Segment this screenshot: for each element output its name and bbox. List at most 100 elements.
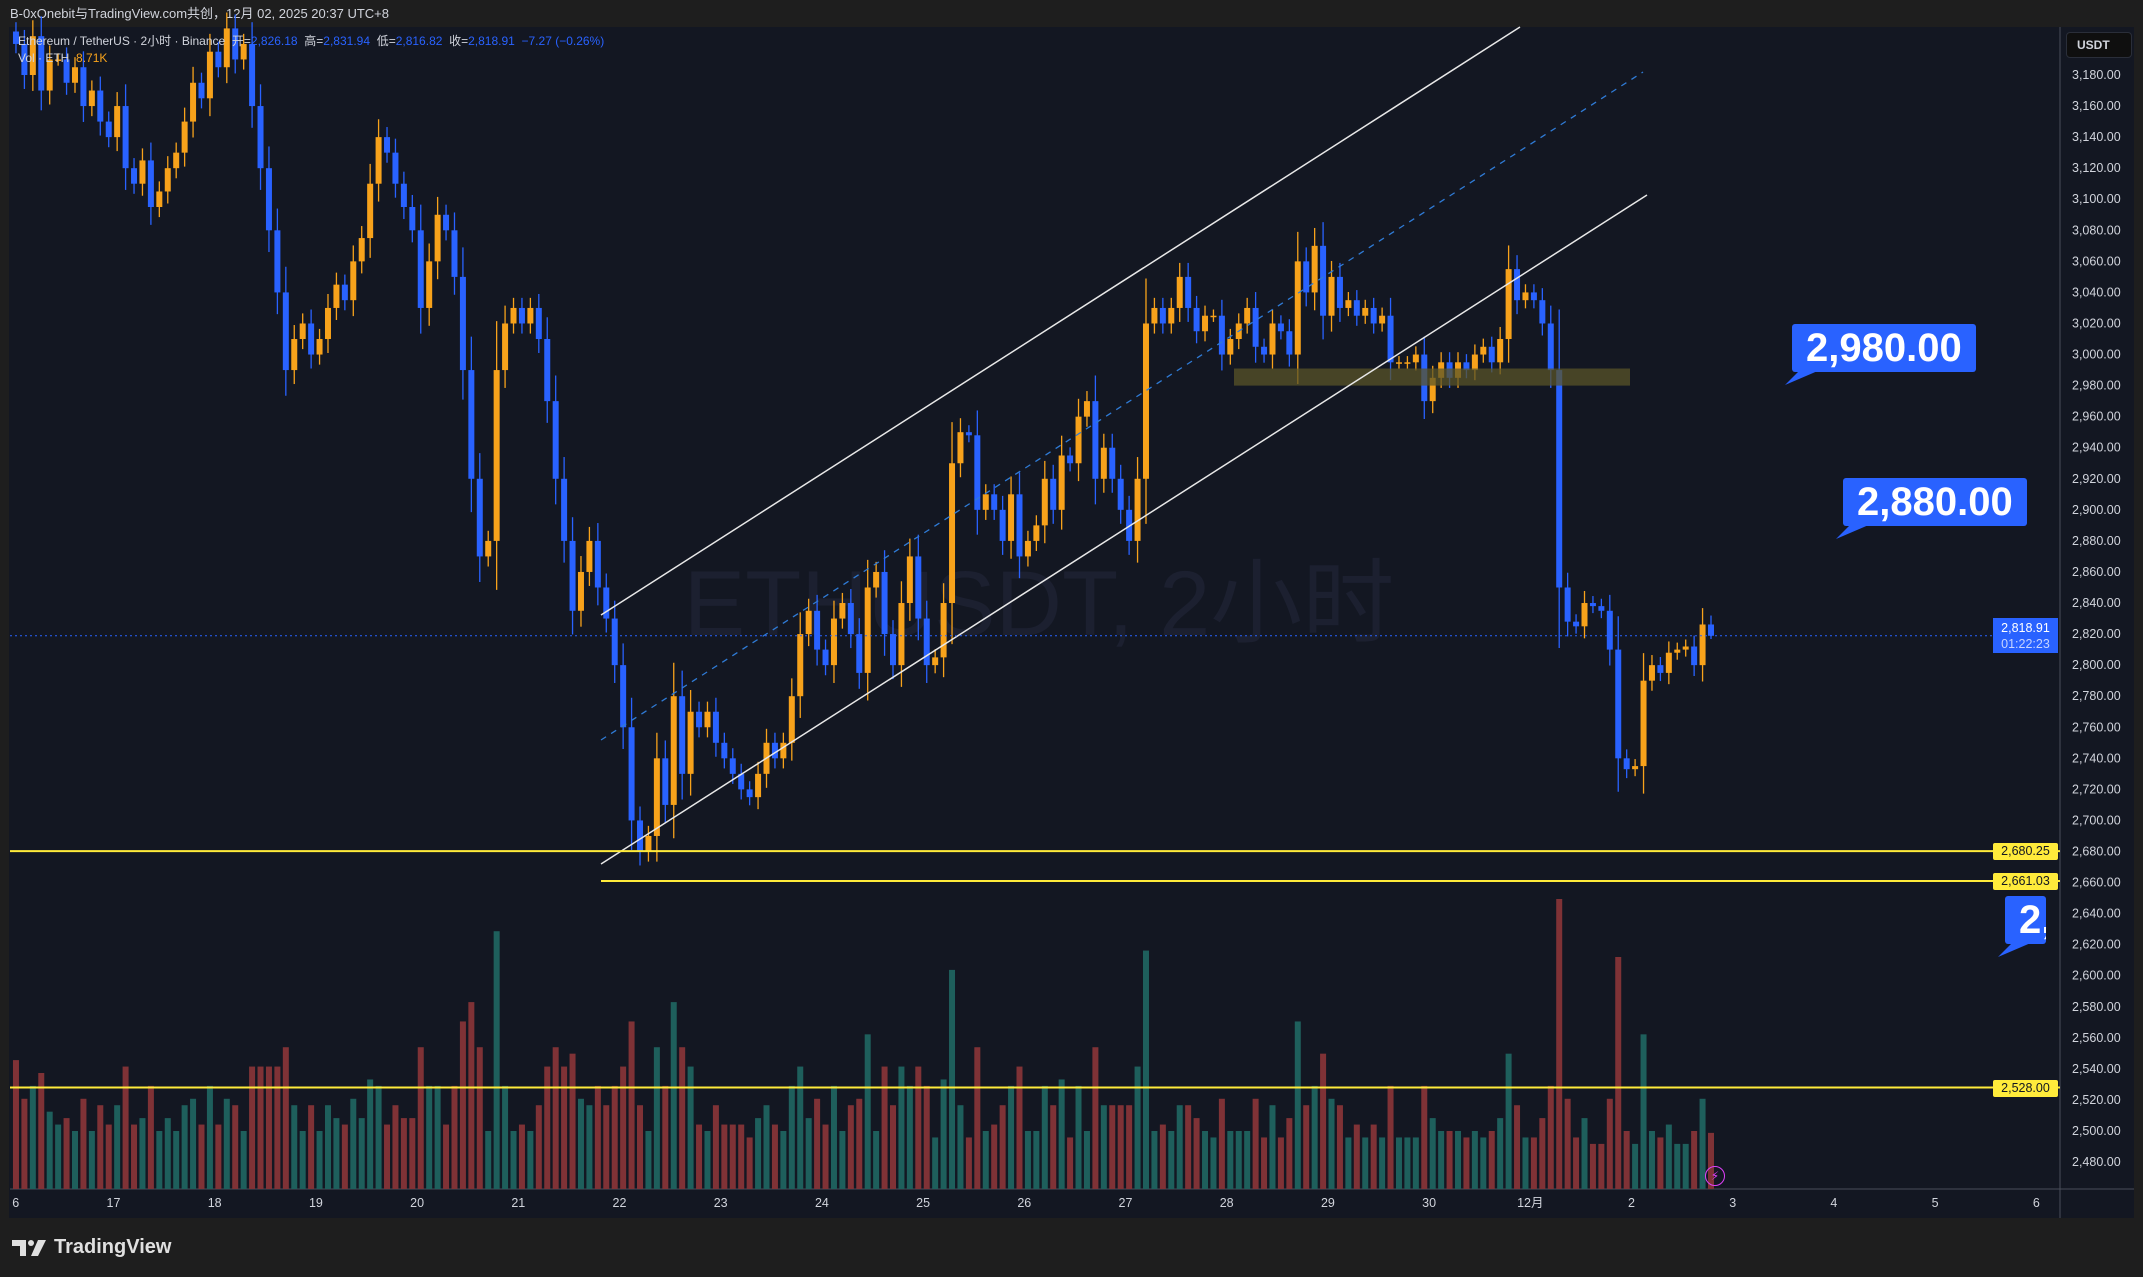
price-tick: 2,740.00 <box>2072 751 2121 765</box>
candle-body <box>527 307 534 324</box>
volume-bar <box>1244 1131 1251 1189</box>
volume-bar <box>71 1131 78 1189</box>
time-tick: 20 <box>410 1196 424 1210</box>
currency-button[interactable]: USDT <box>2066 32 2132 58</box>
volume-bar <box>1024 1131 1031 1189</box>
price-callout-partial[interactable]: 2,6 <box>2005 896 2046 944</box>
time-tick: 6 <box>2033 1196 2040 1210</box>
volume-bar <box>1488 1131 1495 1189</box>
volume-bar <box>232 1105 239 1189</box>
candle-body <box>1050 478 1057 510</box>
volume-bar <box>105 1124 112 1189</box>
candle-body <box>1109 447 1116 479</box>
low-value: 2,816.82 <box>395 34 443 48</box>
volume-bar <box>628 1021 635 1189</box>
volume-bar <box>1463 1137 1470 1189</box>
candle-body <box>1286 331 1293 355</box>
candle-body <box>476 478 483 557</box>
candle-body <box>1573 621 1580 627</box>
volume-bar <box>1142 950 1149 1189</box>
volume-bar <box>375 1085 382 1189</box>
candle-body <box>898 603 905 666</box>
volume-bar <box>215 1124 222 1189</box>
volume-bar <box>1320 1053 1327 1189</box>
price-tick: 2,980.00 <box>2072 379 2121 393</box>
volume-bar <box>965 1137 972 1189</box>
price-tick: 3,020.00 <box>2072 316 2121 330</box>
volume-bar <box>1429 1118 1436 1189</box>
candle-body <box>1674 649 1681 653</box>
price-callout-2980[interactable]: 2,980.00 <box>1792 324 1976 372</box>
price-tick: 3,120.00 <box>2072 161 2121 175</box>
candle-body <box>1395 362 1402 364</box>
volume-bar <box>1041 1085 1048 1189</box>
volume-bar <box>864 1034 871 1189</box>
volume-bar <box>1412 1137 1419 1189</box>
volume-bar <box>721 1124 728 1189</box>
time-tick: 21 <box>511 1196 525 1210</box>
candle-body <box>594 540 601 588</box>
candle-body <box>274 230 281 293</box>
volume-bar <box>1657 1137 1664 1189</box>
volume-bar <box>46 1111 53 1189</box>
candle-body <box>1370 307 1377 324</box>
volume-label[interactable]: Vol · ETH <box>18 51 70 65</box>
candle-body <box>1589 603 1596 607</box>
volume-bar <box>1353 1124 1360 1189</box>
candle-body <box>712 711 719 743</box>
candle-body <box>1708 624 1714 636</box>
candle-body <box>957 432 964 464</box>
price-callout-2880[interactable]: 2,880.00 <box>1843 478 2027 526</box>
volume-bar <box>1193 1118 1200 1189</box>
volume-bar <box>1109 1105 1116 1189</box>
volume-bar <box>561 1066 568 1189</box>
price-tick: 2,800.00 <box>2072 658 2121 672</box>
volume-bar <box>1117 1105 1124 1189</box>
volume-bar <box>1067 1137 1074 1189</box>
candle-body <box>105 121 112 138</box>
candle-body <box>1699 624 1706 666</box>
volume-bar <box>1218 1098 1225 1189</box>
volume-bar <box>1556 899 1563 1189</box>
candle-body <box>1606 610 1613 650</box>
volume-bar <box>603 1105 610 1189</box>
candle-body <box>190 82 197 122</box>
volume-bar <box>1100 1105 1107 1189</box>
candle-body <box>670 696 677 805</box>
volume-bar <box>1606 1098 1613 1189</box>
volume-bar <box>577 1098 584 1189</box>
volume-bar <box>1151 1131 1158 1189</box>
price-tick: 3,100.00 <box>2072 192 2121 206</box>
candle-body <box>1033 525 1040 541</box>
volume-bar <box>1530 1137 1537 1189</box>
candle-body <box>265 168 272 231</box>
price-tick: 2,720.00 <box>2072 782 2121 796</box>
volume-bar <box>1227 1131 1234 1189</box>
candle-body <box>1615 649 1622 759</box>
volume-bar <box>611 1085 618 1189</box>
candle-body <box>367 183 374 239</box>
price-tick: 2,580.00 <box>2072 1000 2121 1014</box>
chart-header: B-0xOnebit与TradingView.com共创，12月 02, 202… <box>0 0 2143 27</box>
volume-bar <box>780 1131 787 1189</box>
candle-body <box>881 571 888 635</box>
lightning-icon[interactable]: ⚡ <box>1705 1166 1725 1186</box>
candle-body <box>1522 292 1529 301</box>
candle-body <box>29 36 36 75</box>
candle-body <box>940 603 947 658</box>
volume-bar <box>982 1131 989 1189</box>
tradingview-logo[interactable]: TradingView <box>12 1236 171 1259</box>
volume-bar <box>873 1131 880 1189</box>
price-tick: 2,540.00 <box>2072 1062 2121 1076</box>
high-label: 高= <box>304 34 324 48</box>
volume-bar <box>889 1105 896 1189</box>
volume-bar <box>1083 1131 1090 1189</box>
symbol-name[interactable]: Ethereum / TetherUS · 2小时 · Binance <box>18 34 226 48</box>
right-border <box>2134 27 2143 1218</box>
time-tick: 23 <box>714 1196 728 1210</box>
candle-body <box>1311 245 1318 293</box>
candle-body <box>468 370 475 479</box>
candle-body <box>1598 606 1605 611</box>
current-price-label: 2,818.91 01:22:23 <box>1993 618 2058 653</box>
